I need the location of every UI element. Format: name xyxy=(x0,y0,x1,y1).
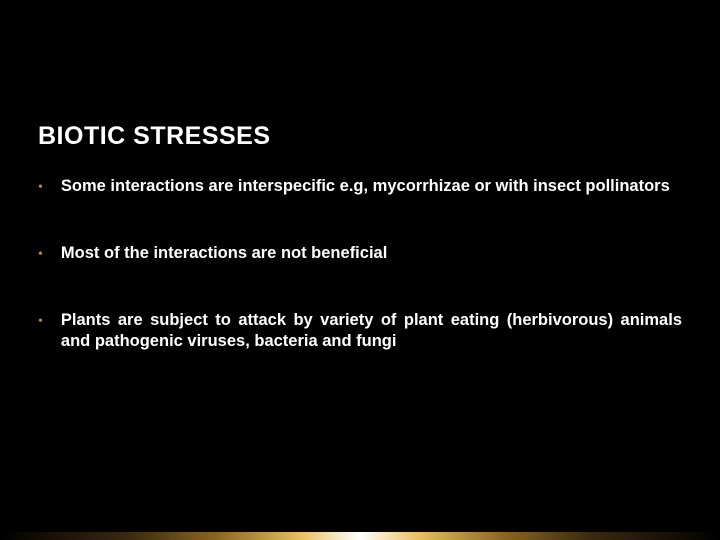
slide-container: BIOTIC STRESSES • Some interactions are … xyxy=(0,0,720,540)
bullet-text: Some interactions are interspecific e.g,… xyxy=(61,176,670,197)
bullet-text: Most of the interactions are not benefic… xyxy=(61,243,387,264)
bullet-item: • Plants are subject to attack by variet… xyxy=(38,310,682,353)
bullet-item: • Some interactions are interspecific e.… xyxy=(38,176,682,199)
bullet-item: • Most of the interactions are not benef… xyxy=(38,243,682,266)
bottom-gradient-divider xyxy=(0,532,720,540)
bullet-dot-icon: • xyxy=(38,311,43,333)
bullet-dot-icon: • xyxy=(38,177,43,199)
bullet-dot-icon: • xyxy=(38,244,43,266)
bullet-text: Plants are subject to attack by variety … xyxy=(61,310,682,353)
slide-title: BIOTIC STRESSES xyxy=(38,122,271,151)
slide-content: • Some interactions are interspecific e.… xyxy=(38,176,682,397)
